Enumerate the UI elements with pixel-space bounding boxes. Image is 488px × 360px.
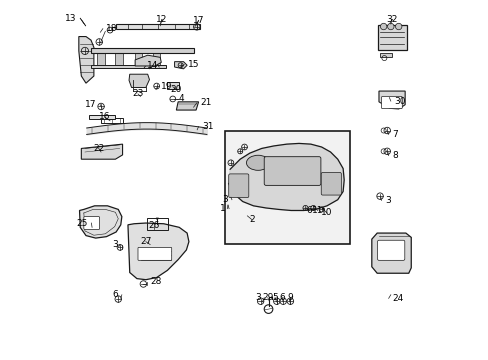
Polygon shape [91, 48, 194, 53]
Text: 3: 3 [112, 240, 118, 249]
FancyBboxPatch shape [83, 217, 100, 229]
Text: 17: 17 [85, 100, 97, 109]
FancyBboxPatch shape [377, 240, 404, 260]
Text: 9: 9 [287, 293, 293, 302]
Polygon shape [176, 102, 198, 110]
Polygon shape [377, 25, 406, 50]
Text: 18: 18 [106, 24, 118, 33]
Text: 2: 2 [248, 215, 254, 224]
Polygon shape [115, 48, 122, 68]
Text: 12: 12 [156, 15, 167, 24]
FancyBboxPatch shape [228, 174, 248, 198]
Text: 17: 17 [192, 16, 204, 25]
Text: 4: 4 [179, 94, 184, 103]
Text: 21: 21 [200, 98, 211, 107]
Text: 13: 13 [65, 14, 77, 23]
Text: 10: 10 [321, 208, 332, 217]
Polygon shape [81, 144, 122, 159]
Text: 20: 20 [170, 85, 182, 94]
Polygon shape [88, 115, 115, 119]
Polygon shape [379, 53, 391, 57]
Text: 15: 15 [187, 60, 199, 69]
Text: 32: 32 [386, 15, 397, 24]
Ellipse shape [280, 158, 303, 173]
Text: 29: 29 [262, 293, 273, 302]
FancyBboxPatch shape [264, 157, 320, 185]
Text: 6: 6 [306, 206, 312, 215]
Polygon shape [174, 62, 187, 69]
Circle shape [380, 23, 386, 30]
Polygon shape [79, 37, 94, 83]
Polygon shape [135, 55, 161, 66]
Text: 27: 27 [140, 237, 151, 246]
Polygon shape [153, 48, 160, 68]
Text: 16: 16 [99, 112, 110, 121]
Text: 24: 24 [391, 294, 403, 303]
Text: 3: 3 [222, 195, 228, 204]
Text: 7: 7 [391, 130, 397, 139]
Text: 3: 3 [254, 293, 260, 302]
Polygon shape [116, 24, 199, 30]
Text: 30: 30 [394, 96, 405, 105]
Bar [225, 131, 349, 244]
FancyBboxPatch shape [138, 247, 171, 260]
Polygon shape [80, 206, 122, 238]
Circle shape [387, 23, 393, 30]
Polygon shape [371, 233, 410, 273]
Text: 19: 19 [161, 82, 172, 91]
Text: 23: 23 [132, 89, 143, 98]
Text: 31: 31 [202, 122, 213, 131]
Circle shape [395, 23, 401, 30]
Ellipse shape [246, 155, 269, 170]
Text: 14: 14 [147, 61, 159, 70]
Bar [147, 218, 167, 230]
Polygon shape [128, 223, 188, 280]
Polygon shape [97, 48, 104, 68]
Text: 28: 28 [150, 277, 162, 286]
FancyBboxPatch shape [321, 172, 341, 195]
Polygon shape [135, 48, 142, 68]
Text: 6: 6 [112, 290, 118, 299]
Text: 8: 8 [391, 151, 397, 160]
Polygon shape [167, 82, 179, 89]
Polygon shape [378, 91, 405, 109]
Text: 3: 3 [384, 196, 390, 205]
Text: 22: 22 [93, 144, 104, 153]
Polygon shape [228, 143, 344, 211]
FancyBboxPatch shape [381, 96, 402, 109]
Text: 5: 5 [271, 293, 277, 302]
Polygon shape [91, 64, 165, 68]
Polygon shape [129, 74, 149, 87]
Text: 11: 11 [311, 206, 323, 215]
Text: 6: 6 [279, 293, 285, 302]
Text: 1: 1 [219, 204, 225, 213]
Text: 26: 26 [148, 221, 160, 230]
Text: 25: 25 [76, 219, 88, 228]
